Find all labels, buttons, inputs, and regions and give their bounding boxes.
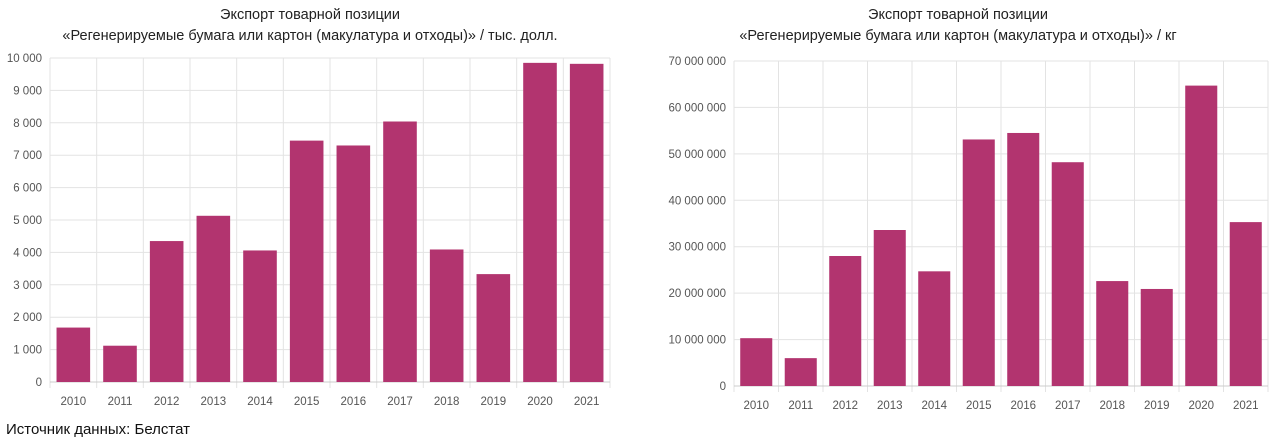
chart-export-value: Экспорт товарной позиции «Регенерируемые… (0, 0, 620, 420)
y-tick-label: 1 000 (13, 345, 42, 357)
chart-title: Экспорт товарной позиции (220, 7, 400, 23)
bar (873, 230, 906, 386)
x-tick-label: 2015 (294, 396, 320, 408)
bar (523, 62, 557, 383)
y-tick-label: 0 (36, 377, 42, 389)
chart-export-weight: Экспорт товарной позиции «Регенерируемые… (640, 0, 1276, 420)
x-tick-label: 2018 (434, 396, 460, 408)
bar (962, 139, 995, 386)
x-tick-label: 2019 (481, 396, 507, 408)
chart-title: Экспорт товарной позиции (868, 7, 1048, 23)
bar (1051, 162, 1084, 386)
bar (243, 250, 277, 382)
y-tick-label: 10 000 (7, 53, 42, 65)
y-tick-label: 0 (720, 381, 726, 393)
y-tick-label: 6 000 (13, 183, 42, 195)
y-tick-label: 5 000 (13, 215, 42, 227)
x-tick-label: 2014 (921, 400, 947, 412)
bar (1229, 222, 1262, 386)
y-tick-label: 30 000 000 (668, 242, 726, 254)
y-tick-label: 2 000 (13, 312, 42, 324)
x-tick-label: 2020 (527, 396, 553, 408)
x-tick-label: 2019 (1144, 400, 1170, 412)
y-tick-label: 8 000 (13, 118, 42, 130)
source-note: Источник данных: Белстат (6, 421, 191, 438)
bar (1007, 132, 1040, 386)
chart-subtitle: «Регенерируемые бумага или картон (макул… (62, 28, 558, 44)
y-tick-label: 3 000 (13, 280, 42, 292)
bar (429, 249, 464, 382)
x-tick-label: 2013 (877, 400, 903, 412)
x-tick-label: 2011 (788, 400, 813, 412)
bar (336, 145, 371, 382)
x-tick-label: 2017 (387, 396, 413, 408)
x-tick-label: 2010 (61, 396, 87, 408)
bar (569, 63, 604, 382)
x-tick-label: 2014 (247, 396, 273, 408)
bar (149, 241, 184, 382)
bar (1185, 85, 1218, 386)
x-tick-label: 2018 (1099, 400, 1125, 412)
chart-plot: 0 1 000 2 000 3 000 4 000 5 000 6 000 7 000 8 00… (7, 53, 611, 408)
bar (103, 345, 137, 382)
bar (918, 271, 951, 386)
y-tick-label: 60 000 000 (668, 102, 726, 114)
y-tick-label: 20 000 000 (668, 288, 726, 300)
x-tick-label: 2016 (1010, 400, 1036, 412)
y-tick-label: 70 000 000 (668, 56, 726, 68)
y-tick-label: 10 000 000 (668, 335, 726, 347)
y-tick-label: 4 000 (13, 247, 42, 259)
bar (1140, 288, 1173, 386)
bar (476, 274, 511, 382)
x-tick-label: 2011 (108, 396, 133, 408)
y-tick-label: 40 000 000 (668, 195, 726, 207)
x-tick-label: 2020 (1188, 400, 1214, 412)
bar (740, 338, 773, 386)
x-tick-label: 2016 (341, 396, 367, 408)
x-tick-label: 2021 (1233, 400, 1259, 412)
x-tick-label: 2012 (832, 400, 858, 412)
bar (1096, 281, 1129, 386)
bar (383, 121, 417, 382)
x-tick-label: 2021 (574, 396, 600, 408)
x-tick-label: 2010 (743, 400, 769, 412)
x-tick-label: 2012 (154, 396, 180, 408)
bar (289, 140, 324, 382)
bar (196, 215, 231, 382)
x-tick-label: 2015 (966, 400, 992, 412)
bar (829, 256, 862, 386)
x-tick-label: 2013 (201, 396, 227, 408)
y-tick-label: 9 000 (13, 85, 42, 97)
x-tick-label: 2017 (1055, 400, 1081, 412)
bar (784, 358, 817, 386)
y-tick-label: 7 000 (13, 150, 42, 162)
chart-subtitle: «Регенерируемые бумага или картон (макул… (739, 28, 1177, 44)
chart-plot: 0 10 000 000 20 000 000 30 000 000 40 000 00… (668, 56, 1269, 412)
y-tick-label: 50 000 000 (668, 149, 726, 161)
bar (56, 327, 91, 382)
